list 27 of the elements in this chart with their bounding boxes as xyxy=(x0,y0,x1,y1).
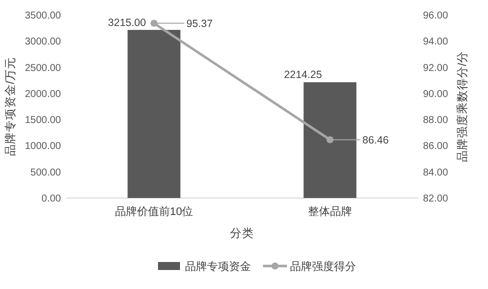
y2-tick-label: 96.00 xyxy=(423,10,448,22)
y2-tick-label: 86.00 xyxy=(423,141,448,152)
data-label: 2214.25 xyxy=(284,69,322,82)
y-tick-label: 500.00 xyxy=(30,167,62,178)
x-axis-title: 分类 xyxy=(230,227,254,240)
y-tick-label: 1000.00 xyxy=(24,141,62,152)
data-label: 86.46 xyxy=(362,134,389,147)
x-tick-label: 品牌价值前10位 xyxy=(114,206,194,218)
legend-label: 品牌强度得分 xyxy=(290,260,356,273)
y2-tick-label: 92.00 xyxy=(423,62,448,74)
y-tick-label: 0.00 xyxy=(42,194,62,204)
y-tick-label: 2000.00 xyxy=(24,88,62,100)
y2-tick-label: 88.00 xyxy=(423,115,448,126)
y2-axis-title: 品牌强度乘数得分/分 xyxy=(455,50,469,162)
x-tick-label: 整体品牌 xyxy=(308,206,352,218)
y2-tick-label: 90.00 xyxy=(423,88,448,100)
y2-tick-label: 94.00 xyxy=(423,36,448,48)
y-tick-label: 2500.00 xyxy=(24,62,62,74)
legend-label: 品牌专项资金 xyxy=(185,260,251,273)
y-axis-title: 品牌专项资金/万元 xyxy=(4,56,17,156)
data-label: 95.37 xyxy=(186,18,213,30)
y-tick-label: 3000.00 xyxy=(24,36,62,48)
y-tick-label: 3500.00 xyxy=(24,10,62,22)
y2-tick-label: 82.00 xyxy=(423,194,448,204)
y2-tick-label: 84.00 xyxy=(423,167,448,178)
y-tick-label: 1500.00 xyxy=(24,115,62,126)
data-label: 3215.00 xyxy=(108,16,146,29)
